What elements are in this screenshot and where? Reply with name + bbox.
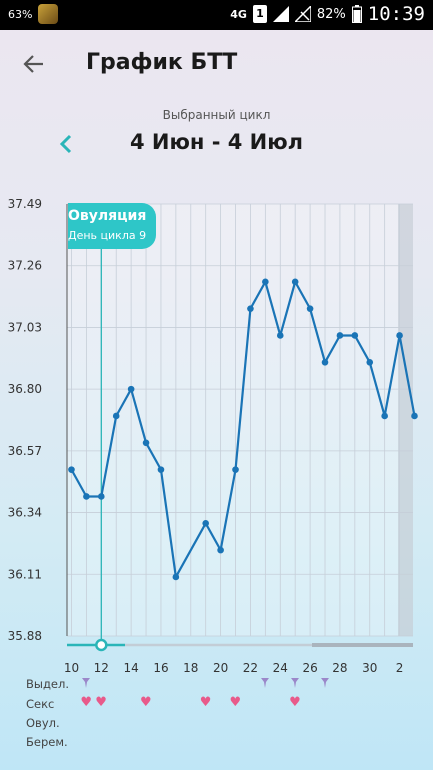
app-bar: График БТТ [0,30,433,100]
status-right: 4G 1 82% 10:39 [230,3,425,25]
app-notification-icon [38,4,59,24]
legend-ovul: Овул. [26,716,60,730]
data-point [336,332,344,339]
signal-icon [272,6,289,22]
discharge-icon [82,678,91,688]
data-point [321,359,329,366]
clock: 10:39 [367,3,425,25]
x-tick-label: 24 [273,661,288,675]
y-tick-label: 36.34 [8,506,42,520]
legend-discharge: Выдел. [26,677,70,691]
y-tick-label: 36.57 [8,444,42,458]
data-point [247,305,254,312]
legend-pregnancy: Берем. [26,735,68,749]
x-tick-label: 2 [396,661,404,675]
today-column [398,204,413,636]
discharge-icon [321,678,329,688]
heart-icon: ♥ [289,695,301,710]
status-left: 63% [8,4,59,24]
data-point [157,466,165,473]
ovulation-badge: Овуляция День цикла 9 [68,203,156,249]
y-tick-label: 37.03 [8,320,42,334]
x-tick-label: 10 [64,661,79,675]
y-tick-label: 37.26 [8,259,42,273]
x-tick-label: 14 [123,661,138,675]
heart-icon: ♥ [140,695,152,710]
x-tick-label: 26 [302,661,317,675]
battery-left-text: 63% [8,7,33,21]
back-arrow-icon[interactable] [20,50,48,78]
y-tick-label: 36.11 [8,567,42,581]
data-point [142,439,150,447]
battery-icon [351,5,362,23]
data-point [381,412,388,420]
data-point [202,520,209,527]
no-signal-icon [294,6,311,22]
data-point [68,466,75,473]
data-point [291,278,299,286]
x-tick-label: 30 [362,661,377,675]
x-tick-label: 16 [153,661,168,675]
y-tick-label: 35.88 [8,629,42,643]
cycle-range: 4 Июн - 4 Июл [129,130,304,154]
data-point [366,359,374,366]
ovulation-title: Овуляция [68,208,147,224]
data-point [232,466,239,473]
sim-indicator: 1 [252,5,267,23]
ovulation-subtitle: День цикла 9 [68,229,147,242]
data-point [351,332,359,339]
y-tick-label: 36.80 [8,382,42,396]
data-point [112,412,120,420]
page-title: График БТТ [86,50,238,75]
bbt-chart[interactable]: 37.49 37.26 37.03 36.80 36.57 36.34 36.11 35.88… [0,190,433,680]
legend-sex: Секс [26,697,55,711]
discharge-icon [261,678,270,688]
battery-percent: 82% [316,6,346,22]
data-point [217,546,224,554]
network-label: 4G [230,7,247,21]
x-tick-label: 22 [243,661,258,675]
y-tick-label: 37.49 [8,197,42,211]
data-point [83,493,90,500]
x-tick-label: 28 [332,661,347,675]
heart-icon: ♥ [80,695,93,710]
data-point [306,305,314,312]
x-tick-label: 12 [94,661,109,675]
discharge-icon [291,678,300,688]
status-bar: 63% 4G 1 82% 10:39 [0,0,433,30]
x-tick-label: 20 [213,661,228,675]
x-tick-label: 18 [183,661,198,675]
data-point [98,493,105,500]
data-point [276,332,284,339]
heart-icon: ♥ [95,695,107,710]
heart-icon: ♥ [229,695,242,710]
cycle-caption: Выбранный цикл [162,108,271,122]
data-point [411,412,418,420]
data-point [396,332,403,339]
data-point [127,385,135,393]
ovulation-handle [95,638,108,652]
data-point [262,278,269,286]
chevron-left-icon[interactable] [56,130,76,158]
heart-icon: ♥ [199,695,212,710]
data-point [172,573,180,581]
